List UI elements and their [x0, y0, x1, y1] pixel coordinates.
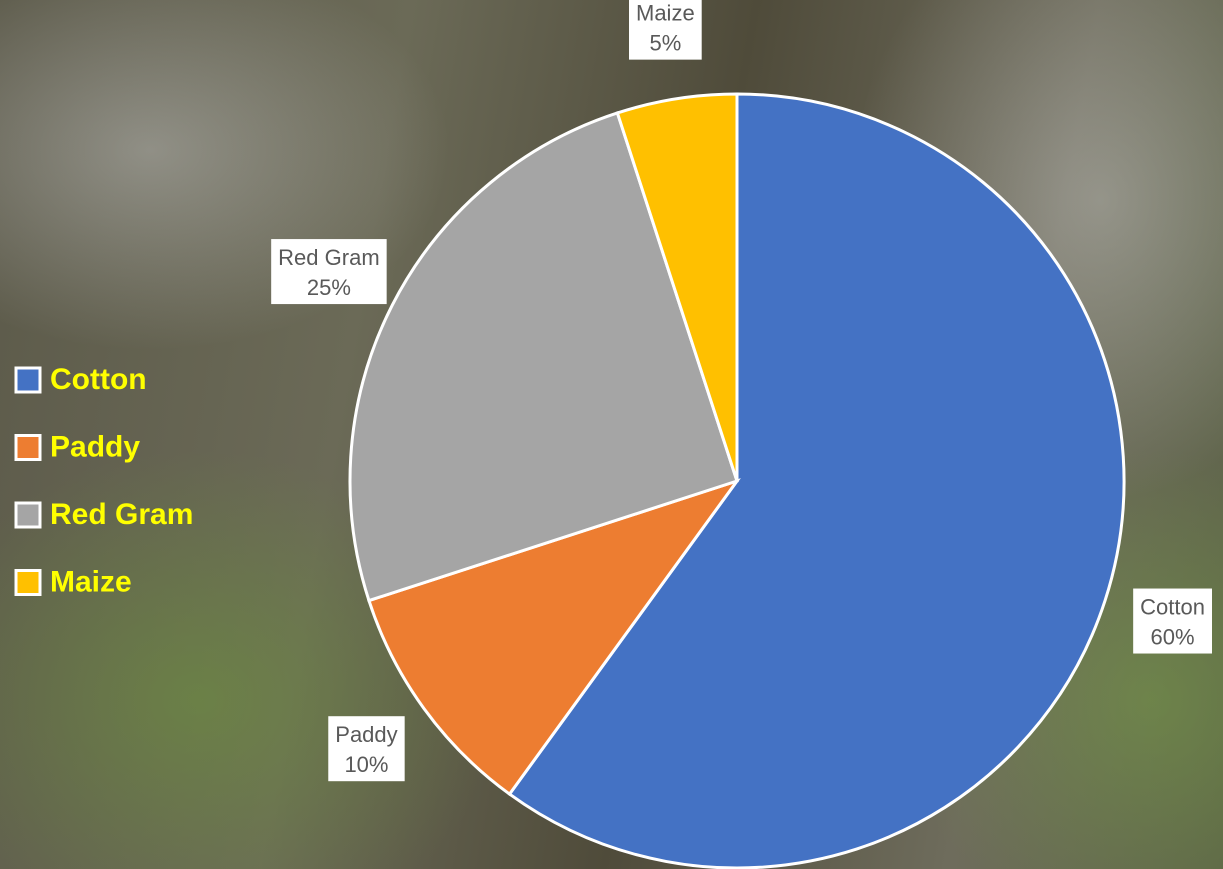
data-label: Red Gram 25%	[271, 239, 387, 305]
data-label-category: Maize	[636, 1, 695, 26]
data-label-category: Red Gram	[278, 245, 379, 270]
legend-label: Paddy	[50, 430, 140, 463]
data-label-box	[1133, 588, 1212, 654]
data-label-category: Paddy	[335, 722, 397, 747]
pie-slice	[615, 92, 739, 482]
data-label: Paddy 10%	[328, 716, 405, 782]
data-label-box	[328, 716, 405, 782]
pie-slice	[348, 111, 739, 603]
data-label-value: 60%	[1151, 625, 1195, 650]
data-label-value: 5%	[649, 31, 681, 56]
legend-label: Maize	[50, 565, 132, 598]
data-label-value: 10%	[344, 752, 388, 777]
data-label: Maize 5%	[629, 0, 702, 60]
legend-swatch	[14, 501, 42, 529]
data-label: Cotton 60%	[1133, 588, 1212, 654]
data-label-value: 25%	[307, 275, 351, 300]
pie-slice	[507, 92, 1126, 869]
data-label-box	[271, 239, 387, 305]
data-label-category: Cotton	[1140, 595, 1205, 620]
legend-label: Red Gram	[50, 498, 193, 531]
pie-slice	[367, 478, 741, 797]
legend-swatch	[14, 434, 42, 461]
legend-swatch	[14, 569, 42, 596]
legend-label: Cotton	[50, 363, 147, 396]
data-label-box	[629, 0, 702, 60]
legend-swatch	[14, 366, 42, 394]
